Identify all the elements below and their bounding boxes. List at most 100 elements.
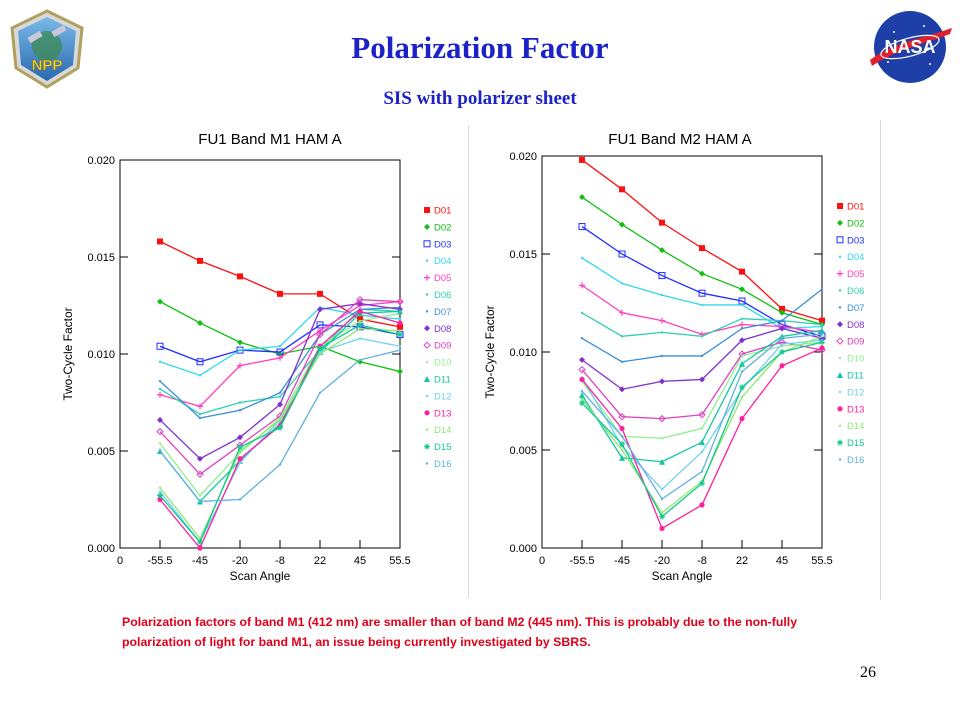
x-tick-label: -8 — [275, 555, 285, 567]
legend-marker — [836, 236, 844, 244]
data-point — [820, 325, 824, 328]
data-point — [579, 356, 585, 363]
data-point — [277, 290, 283, 297]
series-line — [159, 337, 401, 544]
data-point — [198, 374, 202, 377]
legend-label: D04 — [434, 256, 451, 267]
legend-label: D16 — [434, 459, 451, 470]
series-d16 — [158, 348, 402, 503]
data-point — [618, 412, 626, 421]
data-point — [238, 348, 242, 352]
data-point — [739, 360, 745, 367]
legend-marker — [423, 240, 431, 248]
data-point — [740, 303, 744, 307]
legend-marker — [837, 203, 843, 209]
npp-logo-text: NPP — [32, 57, 63, 74]
legend-label: D06 — [847, 286, 864, 297]
y-tick-label: 0.000 — [87, 543, 115, 555]
data-point — [356, 295, 364, 304]
slide-subtitle: SIS with polarizer sheet — [383, 88, 577, 109]
legend-label: D05 — [847, 269, 864, 280]
data-point — [819, 317, 825, 324]
data-point — [237, 273, 243, 280]
data-point — [578, 365, 586, 374]
data-point — [700, 354, 704, 358]
data-point — [237, 444, 243, 451]
data-point — [158, 442, 162, 445]
legend-label: D10 — [434, 358, 451, 369]
legend-label: D05 — [434, 273, 451, 284]
data-point — [780, 337, 784, 340]
data-point — [820, 335, 824, 338]
data-point — [580, 337, 584, 340]
x-tick-label: -45 — [192, 555, 208, 567]
data-point — [318, 352, 322, 356]
data-point — [739, 286, 745, 293]
data-point — [397, 368, 403, 375]
data-point — [660, 497, 664, 501]
legend-marker — [424, 325, 430, 332]
data-point — [316, 330, 324, 339]
legend-marker — [425, 462, 429, 465]
data-point — [198, 412, 202, 416]
data-point — [659, 513, 665, 520]
data-point — [619, 441, 625, 448]
data-point — [659, 317, 665, 324]
y-tick-label: 0.015 — [509, 249, 537, 261]
data-point — [619, 221, 625, 228]
data-point — [358, 358, 362, 362]
data-point — [197, 455, 203, 462]
legend-label: D13 — [847, 404, 864, 415]
data-point — [196, 470, 204, 478]
legend-label: D02 — [847, 218, 864, 229]
legend-label: D09 — [847, 337, 864, 348]
data-point — [658, 414, 666, 423]
legend-marker — [837, 372, 843, 378]
chart-border-right — [880, 120, 881, 600]
data-point — [700, 303, 704, 307]
data-point — [396, 297, 404, 306]
data-point — [580, 390, 584, 393]
data-point — [238, 461, 242, 464]
npp-logo: NPP — [10, 9, 84, 89]
y-tick-label: 0.005 — [509, 445, 537, 457]
legend-marker — [838, 390, 842, 394]
legend-label: D13 — [434, 408, 451, 419]
caption: Polarization factors of band M1 (412 nm)… — [122, 615, 798, 649]
data-point — [620, 435, 624, 438]
data-point — [278, 345, 282, 348]
data-point — [197, 403, 203, 410]
legend-label: D12 — [847, 387, 864, 398]
chart-separator — [468, 126, 469, 598]
x-tick-label: 0 — [117, 555, 123, 567]
data-point — [157, 492, 163, 499]
data-point — [357, 316, 363, 323]
x-tick-label: -55.5 — [147, 555, 172, 567]
data-point — [660, 511, 664, 514]
series-d15 — [579, 339, 825, 520]
data-point — [197, 319, 203, 326]
data-point — [357, 300, 363, 307]
data-point — [357, 308, 363, 314]
data-point — [237, 339, 243, 346]
y-tick-label: 0.010 — [87, 349, 115, 361]
data-point — [158, 379, 162, 383]
data-point — [619, 186, 625, 193]
page-number: 26 — [860, 664, 876, 681]
legend-marker — [425, 259, 429, 262]
data-point — [739, 321, 745, 328]
data-point — [619, 454, 625, 461]
series-d14 — [158, 327, 402, 540]
x-tick-label: 45 — [776, 555, 788, 567]
data-point — [779, 305, 785, 312]
y-tick-label: 0.000 — [509, 543, 537, 555]
series-line — [159, 240, 401, 328]
data-point — [158, 486, 162, 490]
data-point — [779, 325, 785, 332]
data-point — [237, 434, 243, 441]
legend-marker — [424, 207, 430, 213]
nasa-logo-text: NASA — [884, 37, 935, 57]
legend-marker — [837, 439, 843, 446]
legend-marker — [423, 341, 431, 349]
series-d14 — [580, 335, 824, 514]
